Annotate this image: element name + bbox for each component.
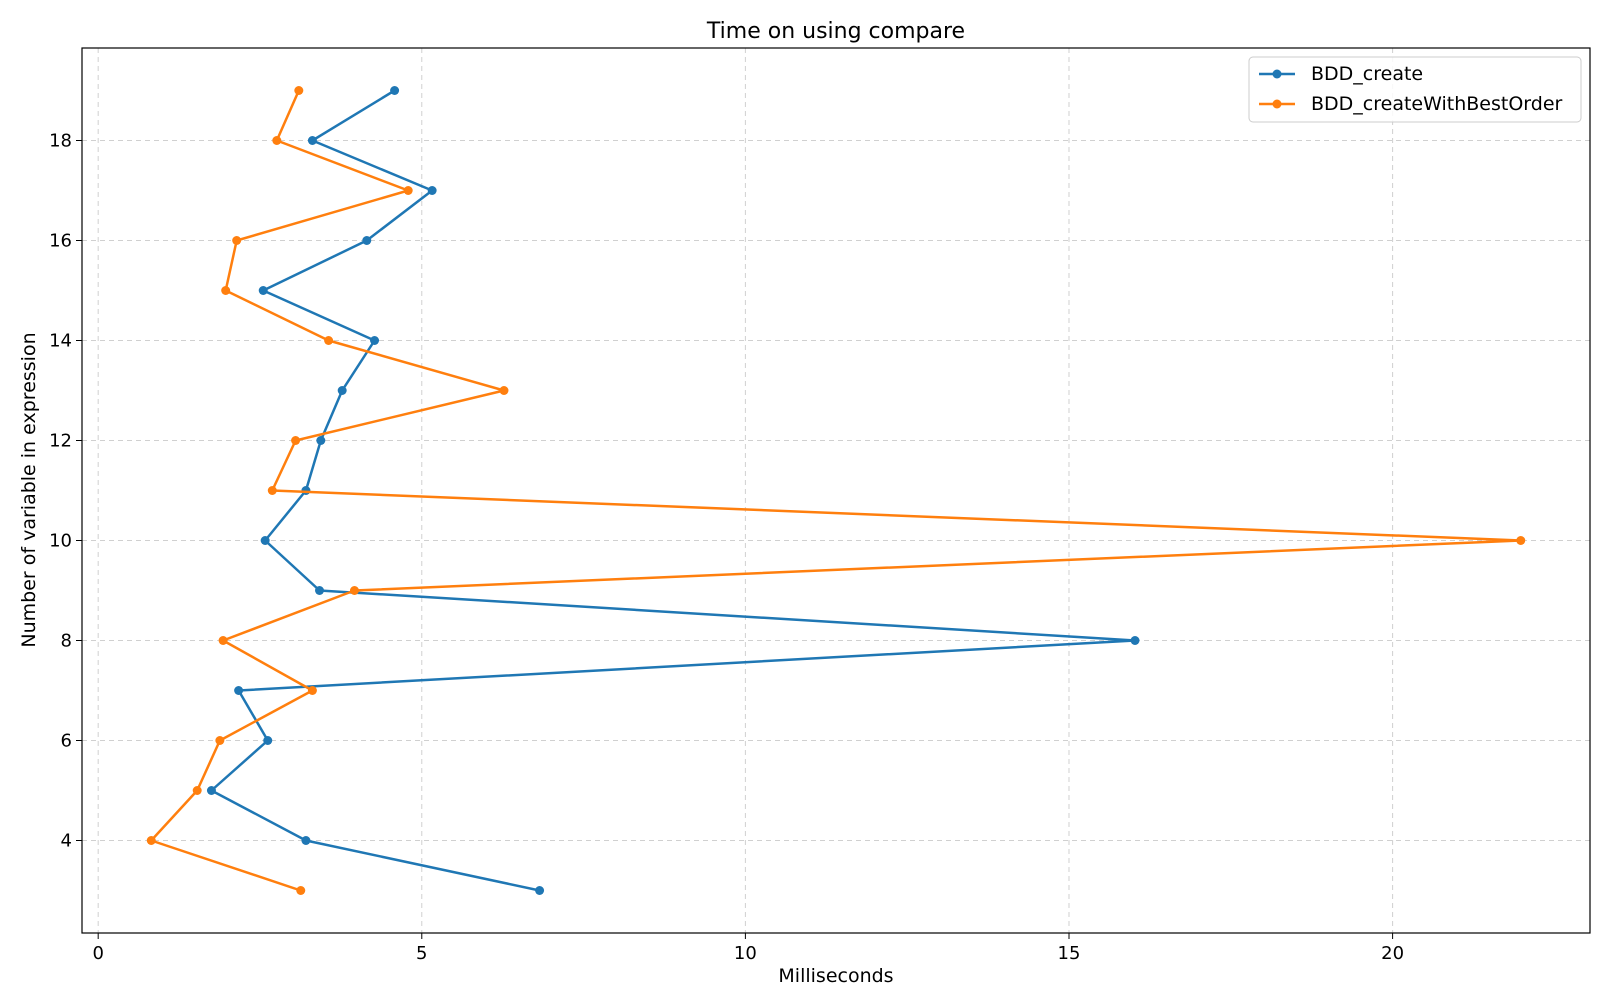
data-point	[192, 786, 202, 795]
plot-frame	[81, 47, 1591, 934]
data-point	[215, 736, 225, 745]
x-axis-label: Milliseconds	[778, 965, 893, 987]
chart-title: Time on using compare	[706, 19, 965, 44]
data-point	[294, 86, 304, 95]
data-point	[1516, 536, 1526, 545]
data-point	[1130, 636, 1140, 645]
y-axis: 4 6 8 10 12 14 16 18	[49, 131, 82, 852]
legend-marker-bdd-create	[1272, 69, 1282, 79]
data-point	[337, 386, 347, 395]
data-point	[267, 486, 277, 495]
data-point	[324, 336, 334, 345]
y-tick-label: 18	[49, 131, 72, 152]
data-point	[272, 136, 282, 145]
data-point	[349, 586, 359, 595]
data-point	[307, 686, 317, 695]
data-point	[316, 436, 326, 445]
legend-label-bdd-create: BDD_create	[1311, 63, 1423, 85]
data-point	[362, 236, 372, 245]
y-tick-label: 8	[61, 631, 72, 652]
data-point	[296, 886, 306, 895]
data-point	[390, 86, 400, 95]
data-point	[260, 536, 270, 545]
data-point	[499, 386, 509, 395]
y-tick-label: 12	[49, 431, 72, 452]
legend: BDD_create BDD_createWithBestOrder	[1248, 56, 1582, 123]
y-tick-label: 14	[49, 331, 72, 352]
data-point	[232, 236, 242, 245]
legend-marker-bdd-create-with-best-order	[1272, 99, 1282, 109]
data-point	[427, 186, 437, 195]
series-0	[206, 86, 1140, 895]
grid	[82, 48, 1590, 933]
data-point	[307, 136, 317, 145]
y-tick-label: 6	[61, 731, 72, 752]
data-point	[234, 686, 244, 695]
data-point	[258, 286, 268, 295]
y-tick-label: 16	[49, 231, 72, 252]
y-tick-label: 10	[49, 531, 72, 552]
data-point	[301, 836, 311, 845]
series-1	[146, 86, 1526, 895]
x-tick-label: 5	[416, 943, 427, 964]
data-point	[315, 586, 325, 595]
series-layer	[146, 86, 1526, 895]
data-point	[535, 886, 545, 895]
y-tick-label: 4	[61, 831, 72, 852]
data-point	[370, 336, 380, 345]
data-point	[206, 786, 216, 795]
data-point	[218, 636, 228, 645]
x-axis: 0 5 10 15 20	[92, 933, 1404, 964]
data-point	[291, 436, 301, 445]
data-point	[263, 736, 273, 745]
x-tick-label: 10	[734, 943, 757, 964]
x-tick-label: 20	[1381, 943, 1404, 964]
x-tick-label: 0	[92, 943, 103, 964]
legend-label-bdd-create-with-best-order: BDD_createWithBestOrder	[1311, 93, 1563, 115]
data-point	[146, 836, 156, 845]
data-point	[403, 186, 413, 195]
data-point	[221, 286, 231, 295]
x-tick-label: 15	[1058, 943, 1081, 964]
legend-box	[1248, 56, 1582, 123]
y-axis-label: Number of variable in expression	[18, 332, 40, 647]
